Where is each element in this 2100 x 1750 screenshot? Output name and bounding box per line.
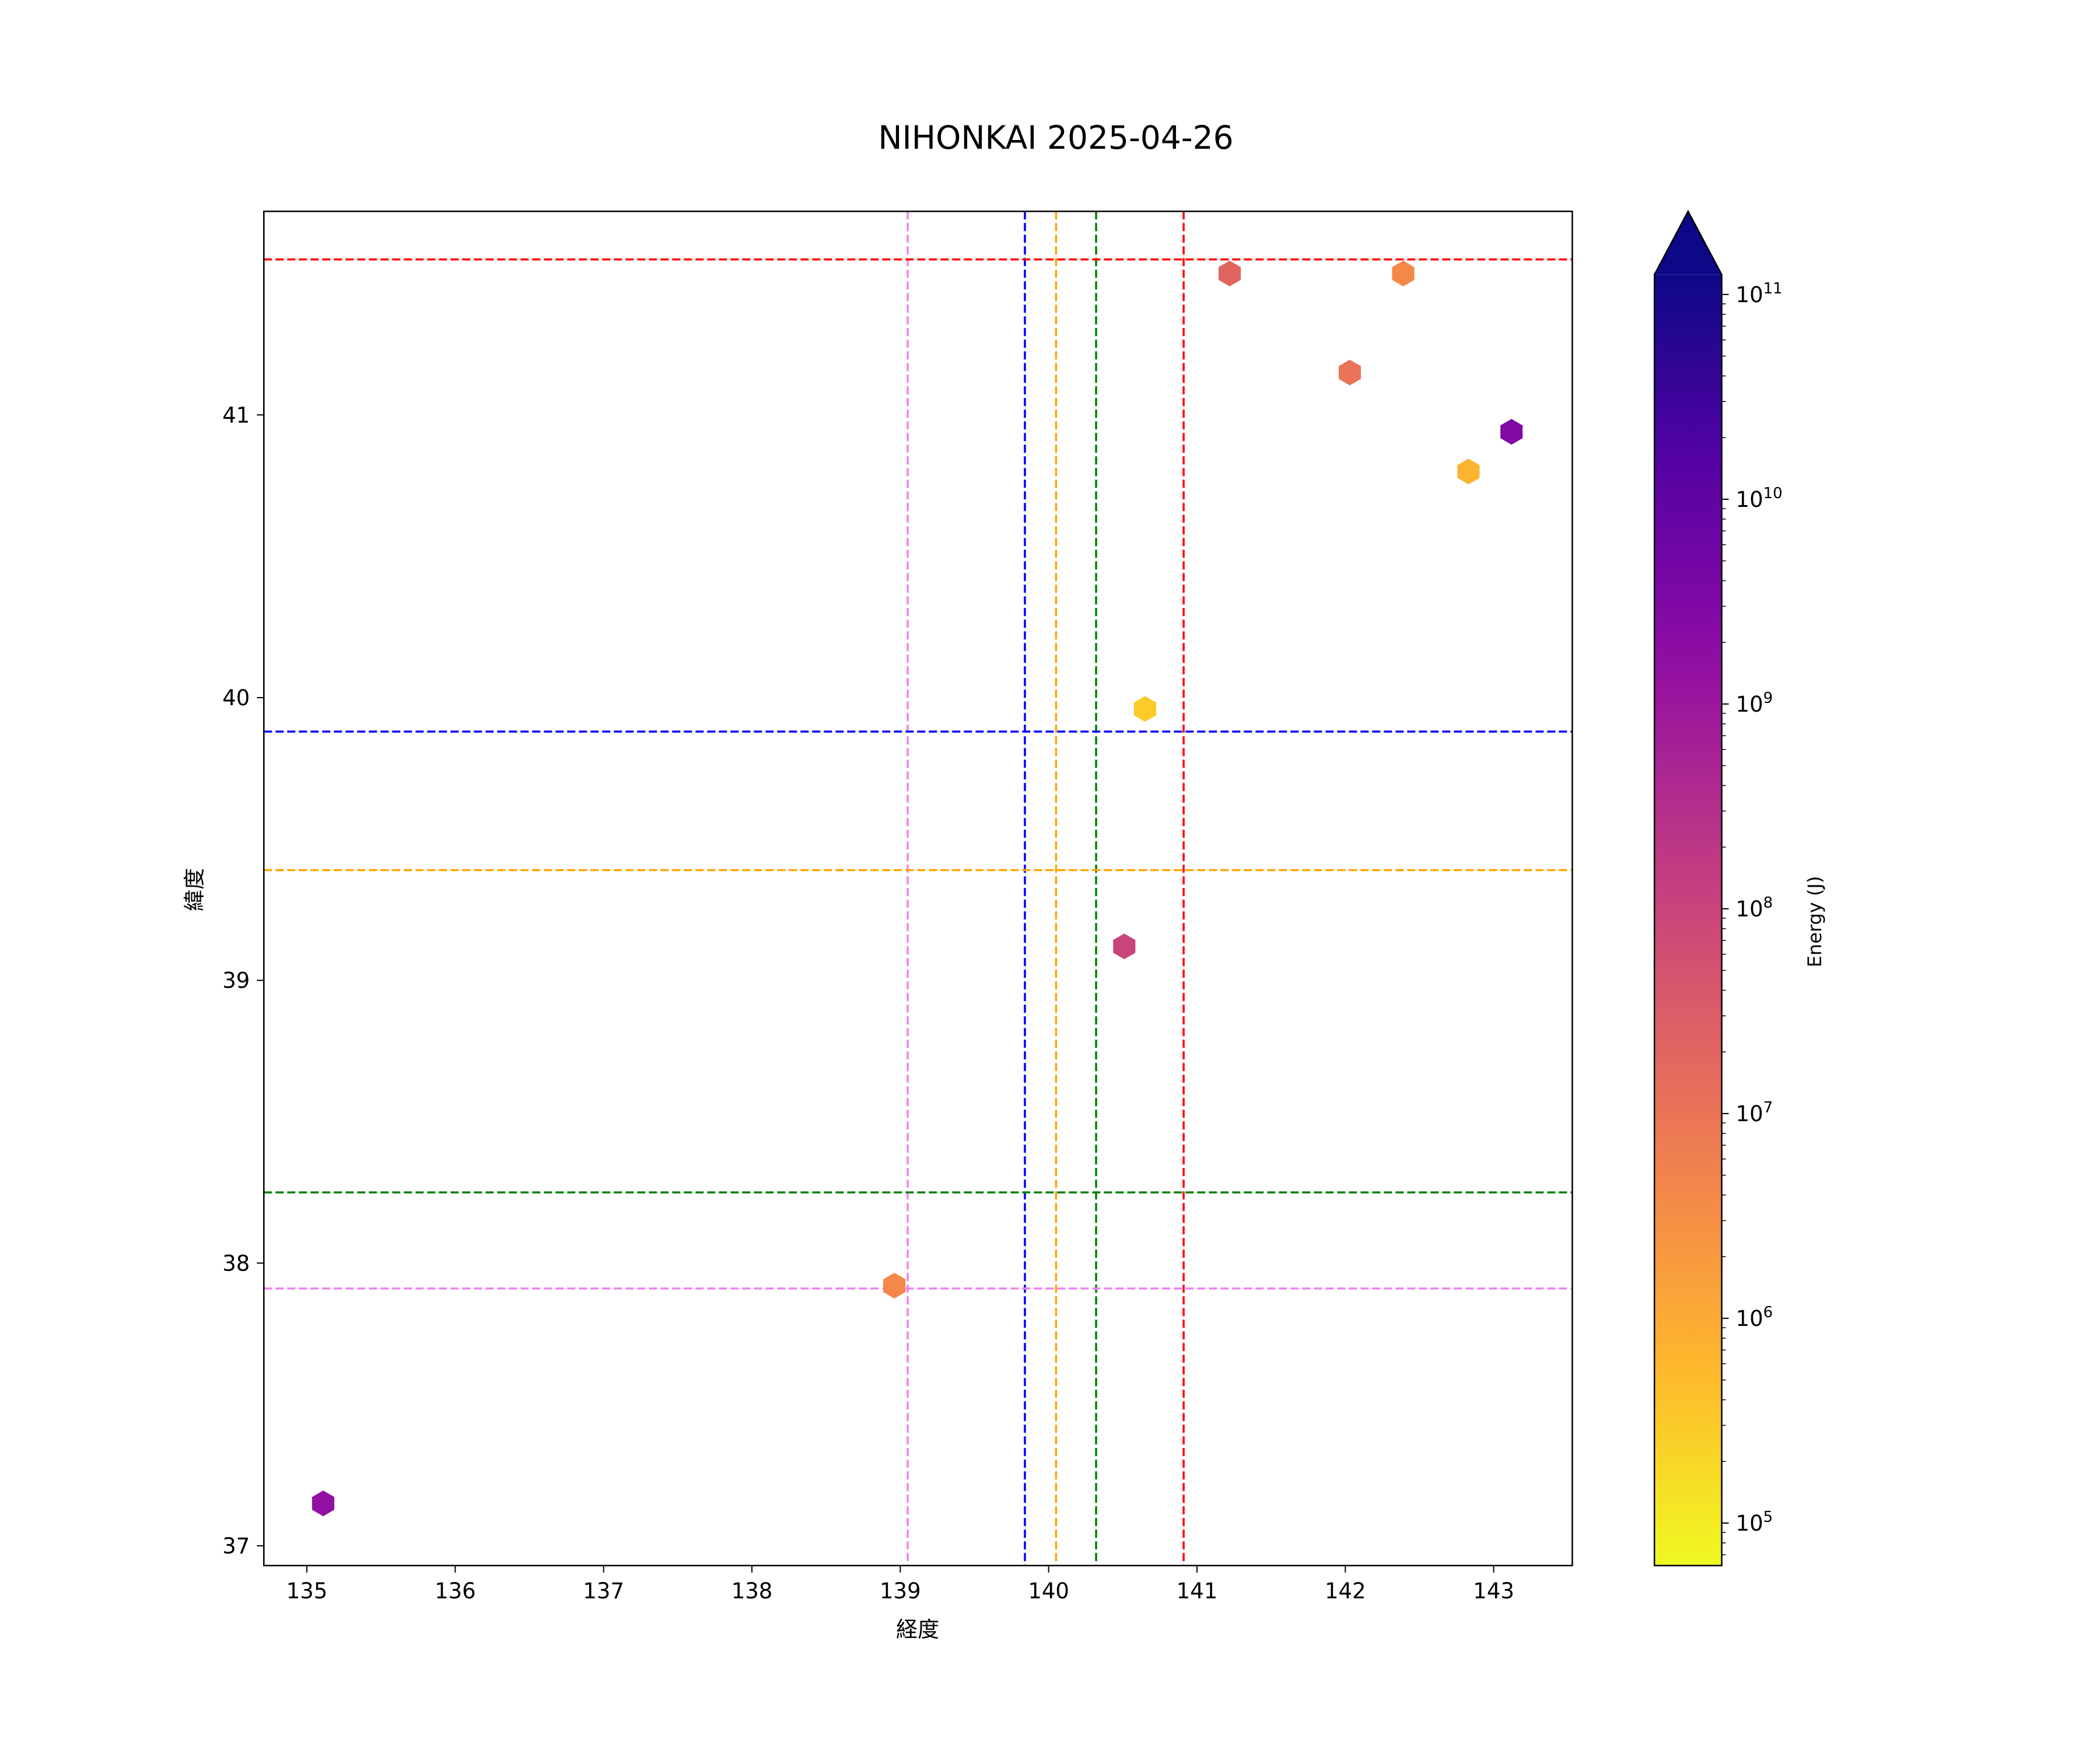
x-tick-label: 139	[880, 1578, 921, 1604]
colorbar-extend-arrow	[1654, 211, 1722, 275]
data-point	[883, 1273, 906, 1298]
x-tick-label: 142	[1325, 1578, 1366, 1604]
colorbar-tick-label: 106	[1736, 1304, 1773, 1331]
data-point	[312, 1490, 335, 1517]
chart-title: NIHONKAI 2025-04-26	[878, 119, 1233, 156]
x-tick-label: 143	[1473, 1578, 1514, 1604]
y-axis-label: 緯度	[182, 868, 207, 911]
colorbar-tick-label: 1011	[1736, 280, 1783, 307]
y-tick-label: 37	[222, 1534, 250, 1559]
x-tick-label: 141	[1177, 1578, 1218, 1604]
colorbar-tick-label: 108	[1736, 894, 1773, 922]
colorbar	[1654, 274, 1722, 1566]
data-point	[1218, 260, 1241, 286]
y-tick-label: 38	[222, 1251, 250, 1276]
data-point	[1113, 933, 1136, 960]
data-point	[1338, 359, 1361, 386]
x-tick-label: 136	[435, 1578, 476, 1604]
x-tick-label: 135	[286, 1578, 328, 1604]
data-point	[1133, 696, 1156, 722]
y-tick-label: 41	[222, 402, 250, 428]
colorbar-tick-label: 105	[1736, 1508, 1773, 1536]
data-point	[1500, 419, 1523, 445]
x-tick-label: 138	[732, 1578, 773, 1604]
x-tick-label: 137	[583, 1578, 624, 1604]
data-point	[1392, 260, 1415, 286]
plot-frame	[263, 211, 1573, 1567]
colorbar-tick-label: 109	[1736, 690, 1773, 717]
data-point	[1457, 459, 1480, 485]
y-tick-label: 39	[222, 968, 250, 993]
colorbar-tick-label: 107	[1736, 1099, 1773, 1126]
colorbar-tick-label: 1010	[1736, 485, 1783, 512]
colorbar-label: Energy (J)	[1804, 876, 1826, 968]
colorbar-frame	[1653, 209, 1723, 1567]
x-axis-label: 経度	[896, 1617, 939, 1642]
y-tick-label: 40	[222, 685, 250, 710]
x-tick-label: 140	[1028, 1578, 1069, 1604]
